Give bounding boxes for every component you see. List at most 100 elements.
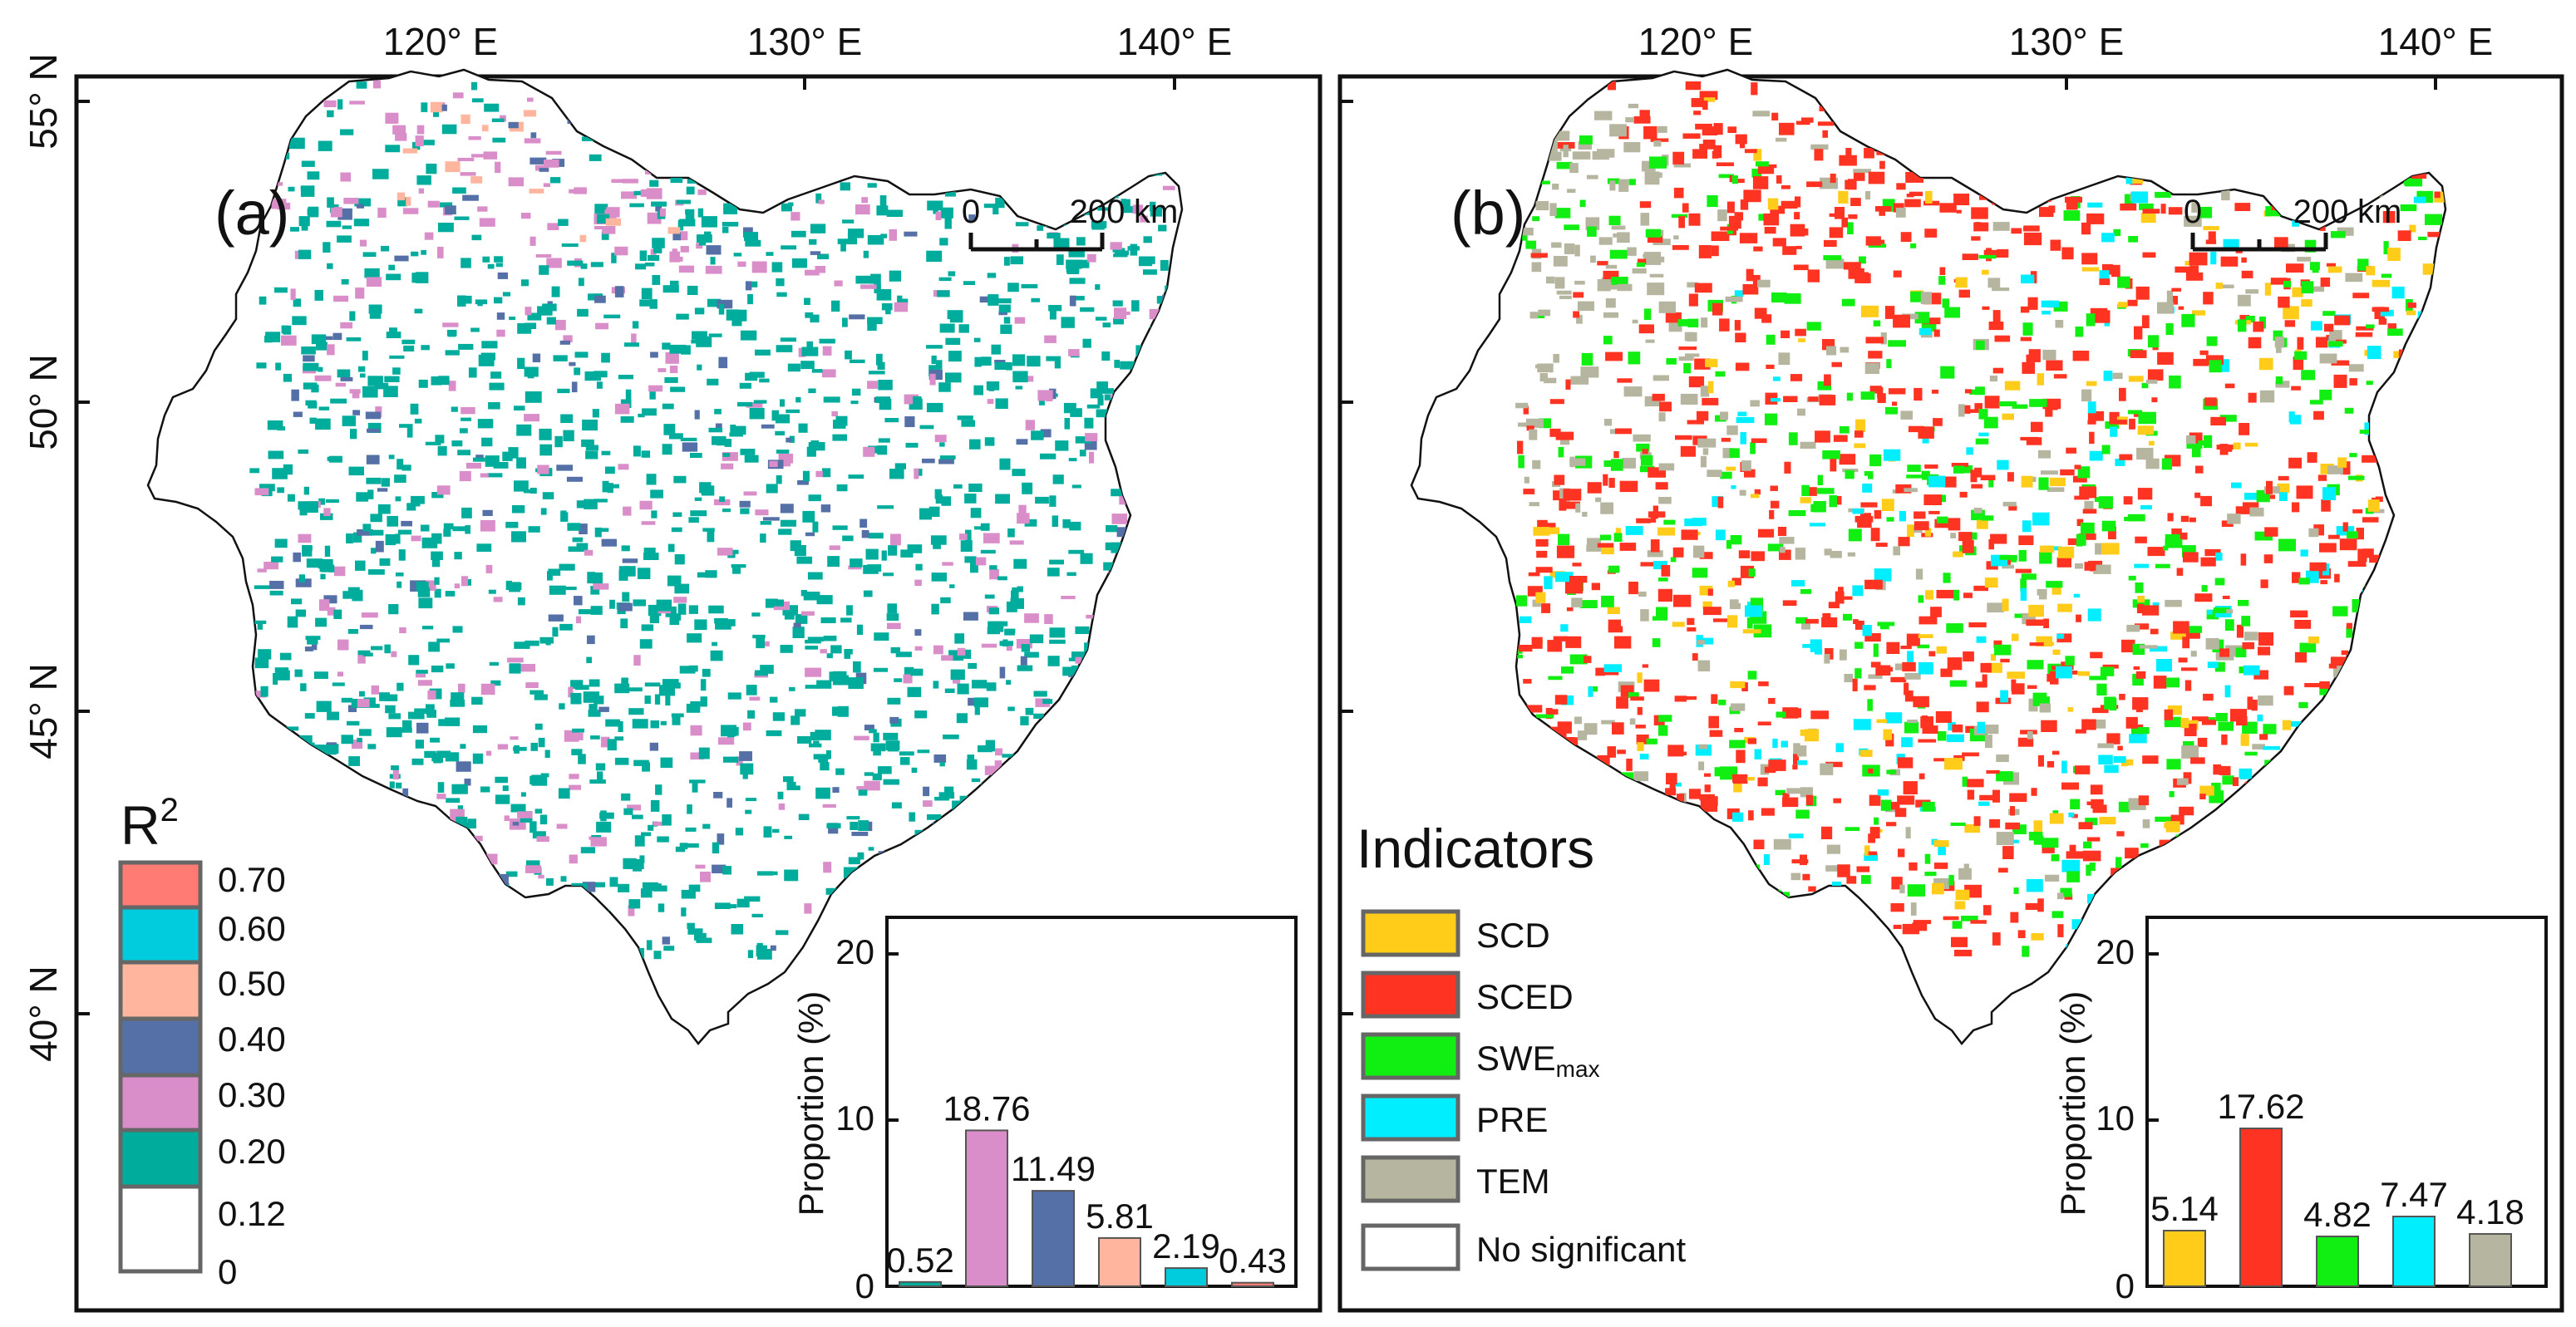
indicator-pixel [2039, 545, 2055, 553]
r2-pixel [1135, 855, 1152, 864]
indicator-pixel [1859, 915, 1877, 926]
indicator-pixel [1830, 459, 1837, 472]
indicator-pixel [1576, 314, 1583, 324]
indicator-pixel [1583, 917, 1595, 927]
indicator-pixel [1904, 156, 1915, 160]
r2-pixel [559, 623, 573, 631]
indicator-pixel [1738, 932, 1753, 942]
indicator-pixel [1629, 718, 1636, 725]
r2-pixel [618, 883, 630, 892]
indicator-pixel [1826, 346, 1837, 356]
r2-pixel [698, 747, 710, 759]
r2-pixel [509, 663, 521, 674]
r2-pixel [787, 363, 800, 372]
indicator-pixel [2052, 810, 2059, 815]
indicator-pixel [2361, 595, 2373, 608]
r2-pixel [386, 273, 401, 281]
r2-pixel [436, 485, 451, 495]
indicator-pixel [1933, 329, 1940, 337]
indicator-pixel [1549, 203, 1557, 217]
indicator-pixel [1658, 301, 1677, 313]
r2-pixel [770, 599, 784, 607]
indicator-pixel [1605, 298, 1616, 308]
r2-pixel [1171, 109, 1182, 118]
r2-pixel [485, 750, 492, 756]
indicator-pixel [1996, 771, 2013, 782]
indicator-pixel [2380, 694, 2386, 699]
r2-pixel [780, 504, 794, 514]
r2-pixel [997, 163, 1002, 170]
r2-pixel [277, 670, 290, 681]
r2-pixel [628, 905, 635, 917]
r2-pixel [1015, 863, 1029, 875]
r2-pixel [372, 80, 382, 89]
r2-pixel [1160, 398, 1170, 410]
indicator-pixel [2407, 667, 2422, 679]
indicator-pixel [1833, 435, 1848, 442]
r2-pixel [520, 213, 531, 219]
r2-pixel [795, 87, 802, 95]
r2-pixel [858, 820, 869, 831]
indicator-pixel [2000, 658, 2010, 663]
r2-pixel [914, 629, 922, 636]
r2-pixel [449, 922, 465, 926]
indicator-pixel [2248, 392, 2257, 403]
indicator-pixel [1794, 212, 1800, 219]
indicator-pixel [1843, 613, 1853, 621]
r2-pixel [1132, 466, 1144, 474]
indicator-pixel [2087, 893, 2097, 904]
r2-pixel [886, 613, 899, 622]
indicator-pixel [1574, 244, 1580, 257]
r2-pixel [418, 597, 433, 609]
r2-pixel [756, 636, 765, 649]
r2-pixel [1037, 159, 1046, 170]
r2-pixel [340, 376, 353, 381]
r2-pixel [401, 464, 411, 471]
r2-pixel [257, 568, 267, 573]
indicator-pixel [2037, 754, 2044, 767]
indicator-pixel [2235, 506, 2251, 514]
r2-pixel [633, 599, 646, 607]
indicator-pixel [1801, 484, 1810, 496]
indicator-pixel [1983, 416, 1998, 429]
indicator-pixel [2142, 209, 2160, 214]
indicator-pixel [2041, 720, 2057, 732]
r2-pixel [913, 396, 922, 406]
r2-pixel [846, 892, 856, 900]
r2-pixel [318, 140, 332, 151]
r2-pixel [604, 466, 615, 474]
indicator-pixel [2203, 125, 2219, 137]
indicator-pixel [1552, 184, 1559, 190]
indicator-pixel [2166, 759, 2181, 770]
indicator-pixel [1839, 454, 1856, 465]
r2-pixel [315, 418, 331, 430]
indicator-pixel [2136, 603, 2145, 613]
r2-pixel [377, 207, 387, 219]
indicator-pixel [1648, 156, 1667, 169]
r2-pixel [1068, 349, 1080, 356]
indicator-pixel [2219, 833, 2228, 837]
r2-pixel [353, 219, 370, 227]
indicator-pixel [2375, 496, 2383, 502]
r2-pixel [1066, 262, 1080, 273]
r2-pixel [784, 168, 791, 178]
indicator-pixel [1533, 527, 1550, 536]
r2-pixel [313, 758, 323, 765]
r2-pixel [703, 120, 716, 130]
indicator-pixel [1898, 848, 1905, 858]
r2-pixel [448, 897, 462, 907]
r2-pixel [305, 636, 321, 641]
r2-pixel [686, 843, 699, 848]
indicator-pixel [1825, 865, 1842, 872]
indicator-pixel [2320, 278, 2331, 288]
r2-pixel [649, 179, 659, 187]
r2-pixel [588, 710, 601, 717]
indicator-pixel [1913, 920, 1932, 924]
r2-pixel [1066, 270, 1080, 274]
r2-pixel [602, 480, 609, 493]
indicator-pixel [1628, 351, 1641, 365]
indicator-pixel [1824, 548, 1832, 556]
indicator-pixel [1635, 725, 1646, 729]
indicator-pixel [1748, 568, 1756, 577]
r2-pixel [1137, 700, 1143, 705]
